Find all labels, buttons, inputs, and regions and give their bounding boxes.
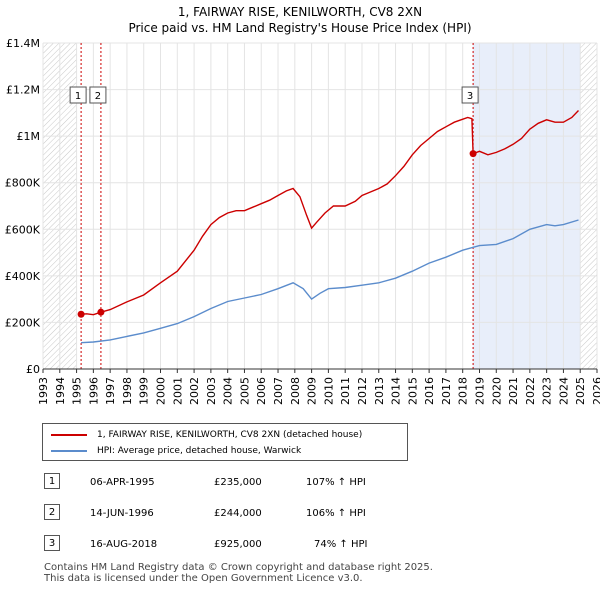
hatch-region-after	[580, 43, 597, 369]
transaction-number: 3	[44, 535, 60, 551]
legend-swatch-hpi	[51, 449, 87, 452]
transaction-number: 2	[44, 504, 60, 520]
sale-label-box	[69, 86, 87, 104]
legend-label-property: 1, FAIRWAY RISE, KENILWORTH, CV8 2XN (de…	[97, 430, 363, 440]
y-tick-label: £1M	[17, 130, 41, 143]
x-tick-label: 1995	[71, 377, 84, 405]
price-chart: 1 2 3 £0 £200K £400K £600K £800K £1M £1.2M £1.4M 19…	[5, 37, 600, 405]
sale-label-box	[89, 86, 107, 104]
transaction-hpi: 106% ↑ HPI	[306, 508, 366, 519]
y-tick-label: £600K	[5, 223, 41, 236]
transaction-date: 14-JUN-1996	[90, 508, 154, 519]
footer-license: This data is licensed under the Open Gov…	[44, 573, 363, 584]
x-tick-label: 2009	[306, 377, 319, 405]
x-tick-label: 2017	[440, 377, 453, 405]
chart-title: 1, FAIRWAY RISE, KENILWORTH, CV8 2XN	[177, 5, 423, 19]
x-tick-label: 2019	[473, 377, 486, 405]
x-tick-label: 2010	[322, 377, 335, 405]
sale-label: 3	[467, 91, 473, 102]
x-tick-label: 2005	[238, 377, 251, 405]
sale-label-box	[461, 86, 479, 104]
x-tick-label: 2022	[524, 377, 537, 405]
sale-point	[469, 150, 477, 158]
footer: Contains HM Land Registry data © Crown c…	[44, 562, 433, 584]
transaction-hpi: 107% ↑ HPI	[306, 477, 366, 488]
x-tick-label: 2014	[390, 377, 403, 405]
x-tick-label: 2018	[457, 377, 470, 405]
hpi-line	[81, 219, 579, 344]
x-tick-label: 2021	[507, 377, 520, 405]
transaction-price: £235,000	[214, 477, 262, 488]
y-tick-label: £1.4M	[6, 37, 40, 50]
x-tick-label: 2008	[289, 377, 302, 405]
x-tick-label: 1996	[87, 377, 100, 405]
property-price-line	[81, 110, 580, 316]
x-tick-label: 1999	[138, 377, 151, 405]
x-tick-label: 2024	[557, 377, 570, 405]
x-tick-label: 2023	[541, 377, 554, 405]
transaction-price: £925,000	[214, 539, 262, 550]
x-tick-label: 2007	[272, 377, 285, 405]
legend: 1, FAIRWAY RISE, KENILWORTH, CV8 2XN (de…	[42, 423, 408, 461]
x-tick-label: 2004	[222, 377, 235, 405]
x-tick-label: 2003	[205, 377, 218, 405]
y-tick-label: £400K	[5, 270, 41, 283]
x-tick-label: 1997	[104, 377, 117, 405]
x-tick-label: 2013	[373, 377, 386, 405]
x-tick-label: 1994	[54, 377, 67, 405]
post-sale-band	[472, 43, 581, 369]
x-tick-label: 2000	[155, 377, 168, 405]
legend-swatch-property	[51, 433, 87, 436]
transaction-hpi: 74% ↑ HPI	[314, 539, 368, 550]
x-tick-label: 2025	[574, 377, 587, 405]
legend-label-hpi: HPI: Average price, detached house, Warw…	[97, 446, 302, 456]
footer-copyright: Contains HM Land Registry data © Crown c…	[44, 562, 433, 573]
y-tick-label: £200K	[5, 316, 41, 329]
x-tick-label: 2006	[255, 377, 268, 405]
transaction-number: 1	[44, 473, 60, 489]
x-tick-label: 2011	[339, 377, 352, 405]
x-tick-label: 2001	[171, 377, 184, 405]
transaction-price: £244,000	[214, 508, 262, 519]
x-tick-label: 1998	[121, 377, 134, 405]
x-tick-label: 2026	[591, 377, 600, 405]
y-tick-label: £1.2M	[6, 84, 40, 97]
sale-point	[77, 310, 85, 318]
transaction-date: 16-AUG-2018	[90, 539, 158, 550]
sale-label: 1	[75, 91, 81, 102]
x-tick-label: 2016	[423, 377, 436, 405]
sale-point	[97, 308, 105, 316]
x-tick-label: 2002	[188, 377, 201, 405]
sale-label: 2	[95, 91, 101, 102]
x-tick-label: 1993	[37, 377, 50, 405]
x-tick-label: 2020	[490, 377, 503, 405]
transaction-date: 06-APR-1995	[90, 477, 155, 488]
legend-item-property: 1, FAIRWAY RISE, KENILWORTH, CV8 2XN (de…	[51, 428, 362, 442]
y-tick-label: £0	[26, 363, 40, 376]
chart-subtitle: Price paid vs. HM Land Registry's House …	[128, 21, 472, 35]
x-tick-label: 2015	[406, 377, 419, 405]
y-tick-label: £800K	[5, 177, 41, 190]
x-tick-label: 2012	[356, 377, 369, 405]
legend-item-hpi: HPI: Average price, detached house, Warw…	[51, 444, 301, 458]
